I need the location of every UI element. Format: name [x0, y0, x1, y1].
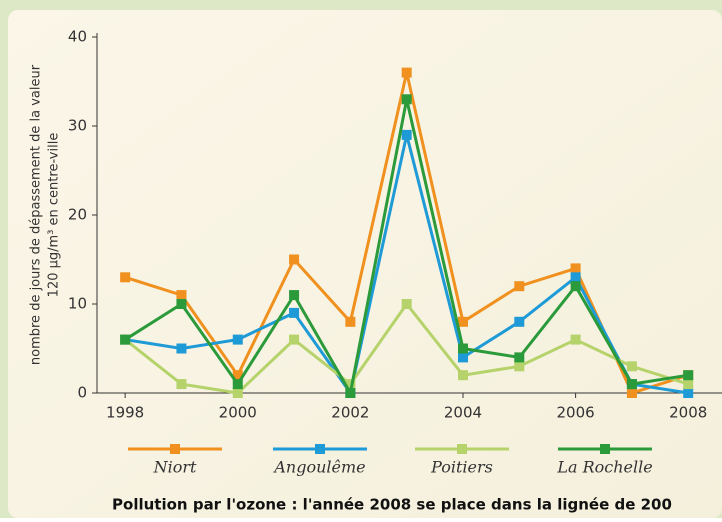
y-axis-label: nombre de jours de dépassement de la val…	[29, 64, 44, 365]
point	[683, 379, 694, 390]
point	[345, 388, 356, 398]
point	[289, 307, 300, 318]
point	[401, 67, 412, 78]
background	[8, 10, 722, 518]
point	[570, 272, 581, 283]
point	[457, 316, 468, 327]
x-tick-label: 1998	[106, 404, 144, 422]
legend-marker	[600, 444, 610, 454]
point	[457, 343, 468, 354]
x-tick-label: 2004	[444, 404, 482, 422]
point	[176, 290, 187, 301]
point	[514, 361, 525, 372]
y-tick-label: 40	[68, 28, 87, 46]
point	[401, 129, 412, 140]
point	[232, 334, 243, 345]
point	[626, 361, 637, 372]
point	[514, 281, 525, 292]
point	[683, 370, 694, 381]
point	[570, 281, 581, 292]
legend-marker	[170, 444, 180, 454]
point	[345, 316, 356, 327]
legend-marker	[457, 444, 467, 454]
point	[232, 379, 243, 390]
point	[120, 334, 131, 345]
point	[289, 290, 300, 301]
legend-label: Poitiers	[430, 458, 493, 477]
x-tick-label: 2006	[557, 404, 595, 422]
point	[514, 352, 525, 363]
caption: Pollution par l'ozone : l'année 2008 se …	[112, 496, 672, 514]
x-tick-label: 2002	[331, 404, 369, 422]
y-tick-label: 0	[77, 384, 87, 402]
y-tick-label: 20	[68, 206, 87, 224]
y-axis-label: 120 µg/m³ en centre-ville	[47, 133, 62, 298]
point	[120, 272, 131, 283]
legend-label: Niort	[153, 458, 197, 477]
legend-label: La Rochelle	[556, 458, 652, 477]
y-tick-label: 30	[68, 117, 87, 135]
point	[570, 334, 581, 345]
legend-marker	[315, 444, 325, 454]
point	[626, 388, 637, 398]
point	[289, 254, 300, 265]
x-tick-label: 2000	[219, 404, 257, 422]
point	[514, 316, 525, 327]
point	[401, 94, 412, 105]
point	[626, 379, 637, 390]
point	[570, 263, 581, 274]
point	[457, 370, 468, 381]
point	[176, 379, 187, 390]
point	[232, 388, 243, 398]
y-tick-label: 10	[68, 295, 87, 313]
point	[683, 388, 694, 398]
point	[289, 334, 300, 345]
point	[176, 343, 187, 354]
point	[401, 299, 412, 309]
point	[345, 379, 356, 390]
point	[457, 352, 468, 363]
point	[176, 299, 187, 309]
x-tick-label: 2008	[669, 404, 707, 422]
point	[232, 370, 243, 381]
legend-label: Angoulême	[272, 458, 365, 477]
